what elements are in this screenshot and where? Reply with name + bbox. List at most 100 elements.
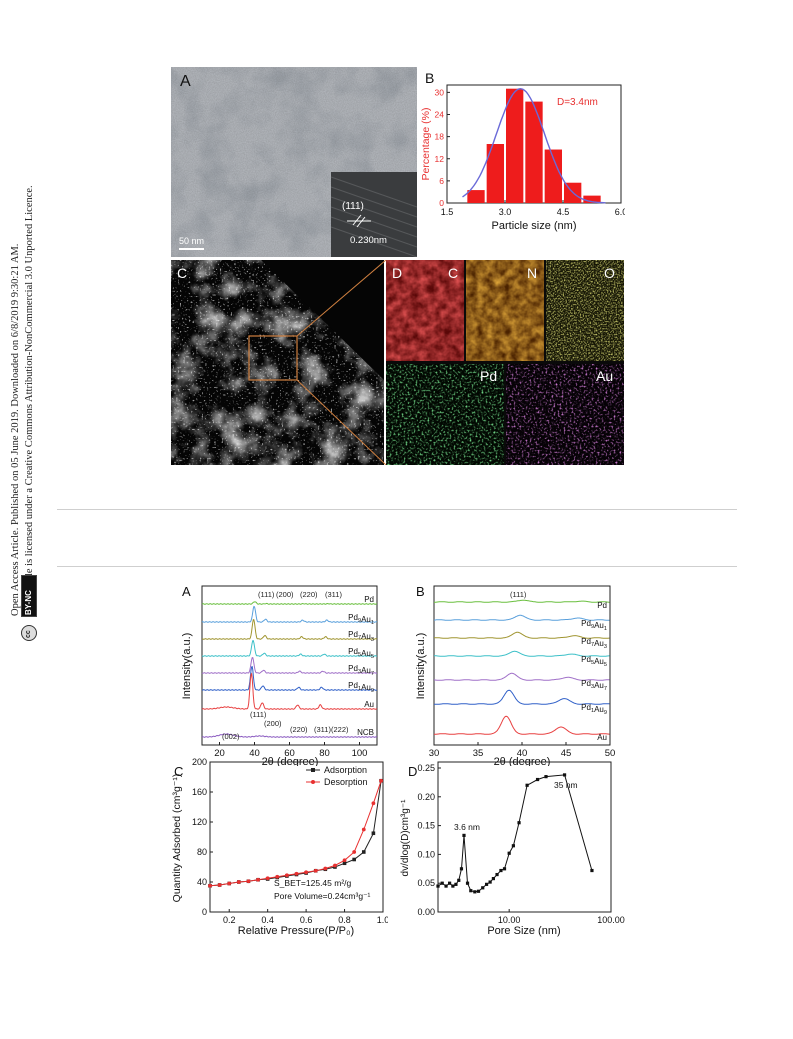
xrd-b-x-axis-label: 2θ (degree): [494, 756, 551, 766]
license-sidebar: Open Access Article. Published on 05 Jun…: [0, 120, 40, 760]
fig2-panel-d-pore-distribution: D 0.00 0.05 0.10 0.15 0.20 0.25 10.00 100.00 3.…: [400, 761, 625, 937]
xrd-pattern-line: [201, 657, 378, 674]
xrd-series-label: Pd3Au7: [348, 664, 374, 677]
isotherm-y-tick-label: 160: [192, 787, 207, 797]
xrd-series-label: Pd1Au9: [348, 681, 374, 694]
xrd-a-ncb-peak-002: (002): [222, 732, 240, 741]
xrd-a-x-ticks: 20 40 60 80 100: [214, 742, 367, 759]
xrd-series-label: Pd3Au7: [581, 679, 607, 692]
histogram-y-tick-label: 0: [439, 198, 444, 208]
xrd-pattern-line: [201, 665, 378, 691]
xrd-a-x-axis-label: 2θ (degree): [262, 756, 319, 766]
fig2-a-label: A: [182, 584, 191, 599]
xrd-pattern-line: [201, 618, 378, 640]
histogram-x-ticks: 1.5 3.0 4.5 6.0: [441, 200, 625, 217]
isotherm-point: [275, 874, 280, 879]
isotherm-point: [284, 873, 289, 878]
histogram-x-tick-label: 1.5: [441, 207, 454, 217]
pore-point: [476, 889, 481, 893]
histogram-x-axis-label: Particle size (nm): [492, 220, 577, 232]
histogram-y-ticks: 0 6 12 18 24 30: [435, 87, 450, 208]
isotherm-x-tick-label: 0.6: [300, 915, 313, 925]
xrd-x-tick-label: 40: [249, 748, 260, 759]
fig1-d-label: D: [392, 265, 402, 281]
xrd-series-label: Pd9Au1: [348, 613, 374, 626]
pore-volume: Pore Volume=0.24cm³g⁻¹: [274, 891, 371, 901]
scale-bar-label: 50 nm: [179, 236, 204, 246]
isotherm-point: [379, 778, 383, 783]
xrd-b-patterns: [433, 599, 610, 735]
isotherm-point: [323, 866, 328, 871]
histogram-y-tick-label: 18: [435, 132, 445, 142]
xrd-b-frame: [433, 585, 611, 746]
isotherm-line: [209, 780, 382, 887]
eds-map-au-label: Au: [596, 368, 613, 384]
pore-point: [488, 880, 492, 884]
pore-point: [491, 876, 496, 881]
legend-adsorption: Adsorption: [324, 765, 367, 775]
fig2-c-label: C: [174, 764, 183, 779]
pore-point: [517, 821, 521, 825]
pore-point: [451, 884, 455, 888]
xrd-pattern-line: [434, 650, 610, 657]
isotherm-point: [227, 881, 232, 886]
isotherm-point: [236, 880, 241, 884]
xrd-pattern-line: [434, 715, 610, 735]
fig2-panel-a-xrd: A PdPd9Au1Pd7Au3Pd5Au5Pd3Au7Pd1Au9AuNCB …: [181, 584, 378, 766]
xrd-x-tick-label: 35: [473, 748, 484, 759]
divider-bottom: [57, 566, 737, 567]
xrd-a-patterns: [201, 601, 378, 738]
xrd-pattern-line: [201, 601, 378, 605]
pore-point: [440, 881, 444, 885]
xrd-x-tick-label: 100: [352, 748, 368, 759]
xrd-pattern-line: [434, 672, 610, 681]
pore-point: [465, 881, 470, 885]
xrd-pattern-line: [433, 614, 610, 621]
bet-surface-area: S_BET=125.45 m²/g: [274, 878, 352, 888]
xrd-series-label: NCB: [357, 728, 374, 737]
eds-map-n-label: N: [527, 265, 537, 281]
pore-ticks: 0.00 0.05 0.10 0.15 0.20 0.25 10.00 100.00: [417, 763, 624, 925]
histogram-x-tick-label: 4.5: [557, 207, 570, 217]
histogram-y-tick-label: 12: [435, 154, 445, 164]
pore-x-tick-label: 10.00: [498, 915, 521, 925]
zoom-region-box: [248, 335, 298, 381]
histogram-bar: [467, 190, 485, 203]
fig2-d-label: D: [408, 764, 417, 779]
pore-point: [462, 833, 466, 837]
isotherm-y-tick-label: 80: [197, 847, 207, 857]
histogram-bar: [486, 144, 504, 203]
xrd-x-tick-label: 40: [517, 748, 528, 759]
pore-y-tick-label: 0.25: [417, 763, 435, 773]
isotherm-point: [208, 883, 212, 888]
xrd-a-au-peak-111: (111): [250, 710, 267, 719]
cc-badge-text: BY-NC: [24, 590, 33, 615]
pore-point: [484, 882, 489, 886]
pore-line: [436, 773, 594, 894]
sidebar-line-1: Open Access Article. Published on 05 Jun…: [10, 243, 21, 616]
pore-frame: [437, 761, 612, 913]
pore-point: [469, 889, 473, 893]
xrd-series-label: Pd: [364, 595, 374, 604]
fig2-b-label: B: [416, 584, 425, 599]
lattice-spacing-label: 0.230nm: [350, 235, 387, 246]
isotherm-point: [333, 863, 337, 868]
xrd-a-peak-220: (220): [300, 590, 318, 599]
mean-size-annotation: D=3.4nm: [557, 97, 598, 108]
fig1-panel-a-tem-image: A 50 nm (111) 0.230nm: [171, 67, 417, 257]
xrd-a-au-peak-311: (311): [314, 725, 331, 734]
isotherm-point: [265, 876, 270, 881]
histogram-bar: [583, 195, 601, 203]
isotherm-point: [342, 858, 347, 863]
xrd-series-label: Pd1Au9: [581, 703, 607, 716]
pore-x-axis-label: Pore Size (nm): [487, 925, 560, 937]
pore-point: [502, 867, 507, 871]
isotherm-y-tick-label: 0: [202, 907, 207, 917]
isotherm-frame: [209, 761, 384, 913]
lattice-spacing-marker: [347, 214, 371, 228]
pore-y-tick-label: 0.15: [417, 821, 435, 831]
fig2-panel-c-isotherm: C 0 40 80 120 160 200 0.2 0.4 0.6 0.8 1.0 Adsorpti…: [171, 758, 388, 937]
xrd-series-label: Pd5Au5: [348, 647, 374, 660]
isotherm-y-tick-label: 120: [192, 817, 207, 827]
